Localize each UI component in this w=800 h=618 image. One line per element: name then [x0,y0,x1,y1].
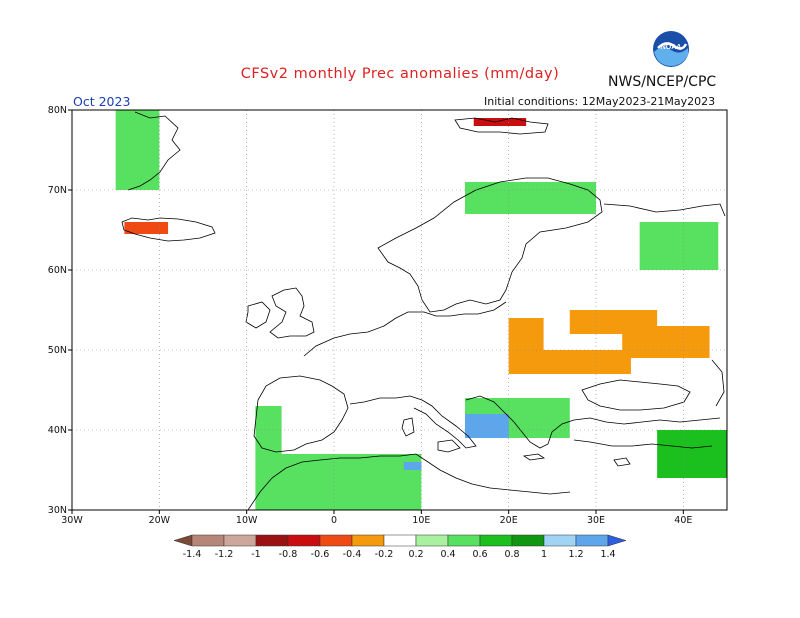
axis-ticks: 30W 20W 10W 0 10E 20E 30E 40E 30N 40N 50N 60N 70N 80N [48,105,693,526]
anomaly-cell-9 [281,286,334,334]
lon-tick-label: 40E [674,515,692,526]
lat-tick-label: 60N [48,265,67,276]
lon-tick-label: 10W [236,515,258,526]
map-title: CFSv2 monthly Prec anomalies (mm/day) [240,66,560,82]
organization-label: NWS/NCEP/CPC [608,74,717,90]
lat-tick-label: 30N [48,505,67,516]
lon-tick-label: 10E [412,515,430,526]
anomaly-cell-12 [465,182,596,214]
anomaly-cells [115,110,727,510]
noaa-logo-icon: NOAA [652,30,690,68]
colorbar-swatch [607,534,627,547]
anomaly-cell-5 [569,310,658,334]
lon-tick-label: 20E [500,515,518,526]
anomaly-cell-17 [465,414,509,438]
anomaly-cell-16 [657,430,727,478]
anomaly-cell-1 [377,334,509,382]
colorbar-swatch [511,534,545,547]
colorbar-label: -1 [251,549,260,560]
colorbar-label: 1.4 [600,549,615,560]
colorbar-label: -0.6 [311,549,330,560]
colorbar-swatch [415,534,449,547]
colorbar-swatch [575,534,609,547]
forecast-month: Oct 2023 [73,94,131,109]
lat-tick-label: 40N [48,425,67,436]
colorbar-label: -0.4 [343,549,362,560]
colorbar-swatch [255,534,289,547]
colorbar-swatch [223,534,257,547]
lon-tick-label: 0 [331,515,337,526]
graticule [72,110,727,510]
lat-tick-label: 70N [48,185,67,196]
colorbar-label: 0.8 [504,549,519,560]
colorbar-label: 0.4 [440,549,455,560]
colorbar-label: -0.2 [375,549,394,560]
lon-tick-label: 30E [587,515,605,526]
colorbar-label: -1.4 [183,549,202,560]
colorbar-label: 0.2 [408,549,423,560]
colorbar-label: 1.2 [568,549,583,560]
anomaly-cell-8 [403,254,483,318]
logo-text: NOAA [661,44,682,51]
lon-tick-label: 30W [61,515,83,526]
anomaly-cell-10 [639,222,719,270]
colorbar-swatch [173,534,193,547]
anomaly-cell-7 [473,118,527,126]
coastlines [121,111,726,511]
colorbar-swatch [479,534,513,547]
anomaly-cell-11 [115,110,160,190]
colorbar-swatch [543,534,577,547]
colorbar-label: -0.8 [279,549,298,560]
anomaly-cell-18 [403,462,422,470]
initial-conditions: Initial conditions: 12May2023-21May2023 [484,95,716,108]
colorbar-swatch [319,534,353,547]
map-frame [71,109,728,511]
colorbar-swatch [351,534,385,547]
anomaly-cell-6 [124,222,169,234]
lon-tick-label: 20W [149,515,171,526]
colorbar-label: -1.2 [215,549,234,560]
colorbar-swatch [287,534,321,547]
colorbar-swatch [383,534,417,547]
colorbar: -1.4 -1.2 -1 -0.8 -0.6 -0.4 -0.2 0.2 0.4 0.6 0.8 1 1… [173,534,627,560]
colorbar-label: 1 [541,549,547,560]
anomaly-cell-15 [255,454,422,510]
lat-tick-label: 50N [48,345,67,356]
colorbar-label: 0.6 [472,549,487,560]
colorbar-swatch [447,534,481,547]
colorbar-swatch [191,534,225,547]
lat-tick-label: 80N [48,105,67,116]
